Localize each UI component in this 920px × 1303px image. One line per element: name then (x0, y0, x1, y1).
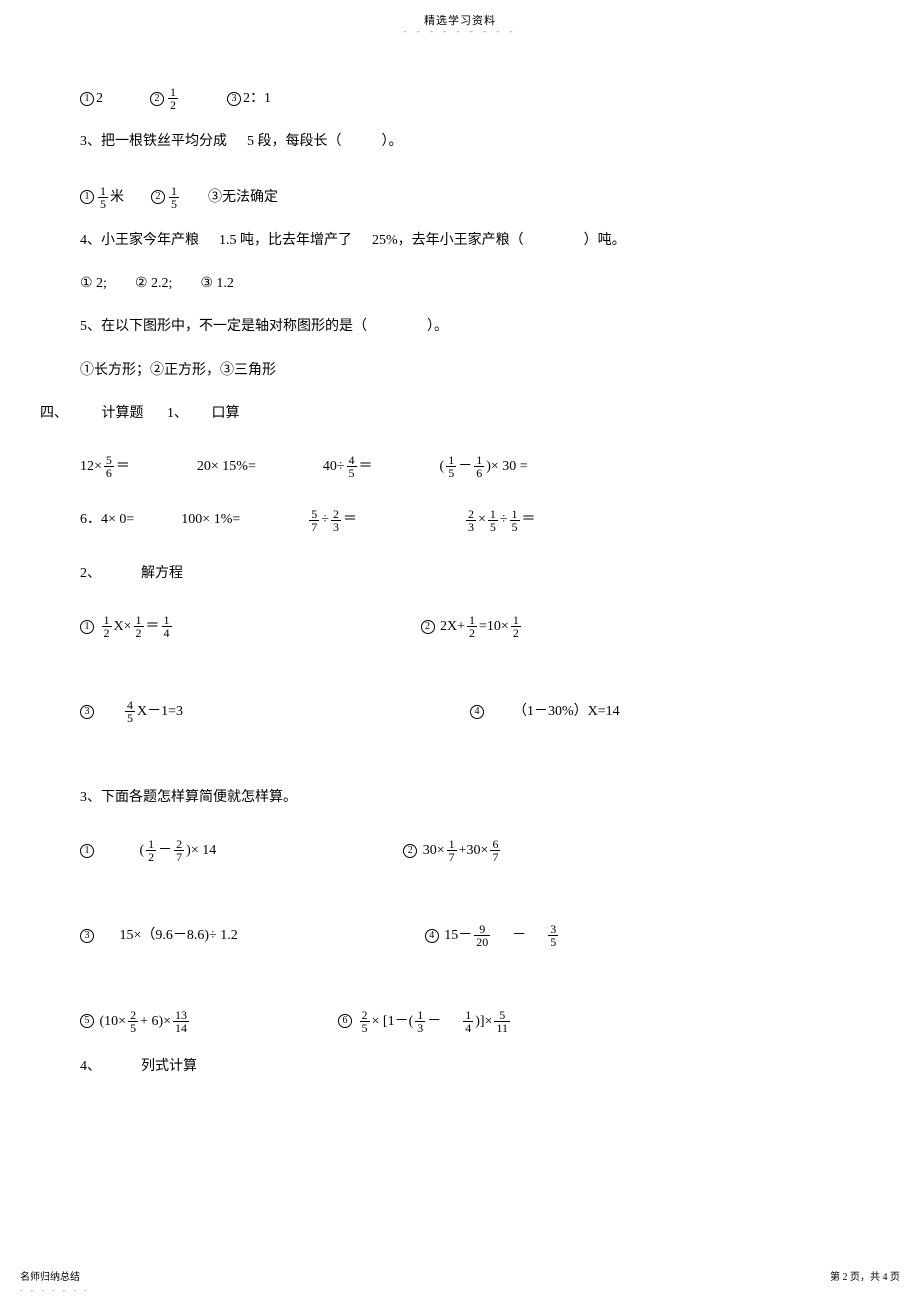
footer-right: 第 2 页，共 4 页 (830, 1268, 900, 1283)
header-dots: - - - - - - - - - (0, 26, 920, 36)
simp-row-2: 3 15×（9.6－8.6)÷ 1.2 4 15－920－35 (80, 923, 840, 948)
circle-3-icon: 3 (227, 92, 241, 106)
section-4-heading: 四、 计算题 1、 口算 (40, 401, 840, 426)
q2-options: 12 212 32：1 (80, 86, 840, 111)
circle-3-icon: 3 (80, 705, 94, 719)
simp-row-1: 1 (12－27)× 14 2 30×17+30×67 (80, 838, 840, 863)
circle-2-icon: 2 (421, 620, 435, 634)
sec4-4-heading: 4、列式计算 (80, 1054, 840, 1079)
q3-text: 3、把一根铁丝平均分成5 段，每段长（）。 (80, 129, 840, 154)
footer-dots: - - - - - - - (20, 1286, 90, 1295)
q3-options: 115米 215 ③无法确定 (80, 185, 840, 210)
footer-left: 名师归纳总结 (20, 1268, 80, 1283)
simp-row-3: 5 (10×25+ 6)×1314 6 25× [1－(13－14)]×511 (80, 1009, 840, 1034)
q5-options: ①长方形；②正方形，③三角形 (80, 358, 840, 383)
circle-6-icon: 6 (338, 1014, 352, 1028)
eq-row-2: 3 45X－1=3 4 （1－30%）X=14 (80, 699, 840, 724)
circle-4-icon: 4 (425, 929, 439, 943)
circle-2-icon: 2 (403, 844, 417, 858)
circle-2-icon: 2 (150, 92, 164, 106)
simplify-heading: 3、下面各题怎样算简便就怎样算。 (80, 785, 840, 810)
circle-1-icon: 1 (80, 844, 94, 858)
circle-2-icon: 2 (151, 190, 165, 204)
calc-row-2: 6．4× 0= 100× 1%= 57÷23＝ 23×15÷15＝ (80, 507, 840, 532)
q2-opt1: 2 (96, 91, 103, 106)
q3-opt3: ③无法确定 (208, 190, 278, 205)
calc-row-1: 12×56＝ 20× 15%= 40÷45＝ (15－16)× 30 = (80, 454, 840, 479)
circle-5-icon: 5 (80, 1014, 94, 1028)
page-header: 精选学习资料 (0, 0, 920, 28)
q5-text: 5、在以下图形中，不一定是轴对称图形的是（）。 (80, 314, 840, 339)
q2-opt3: 2：1 (243, 91, 271, 106)
content-area: 12 212 32：1 3、把一根铁丝平均分成5 段，每段长（）。 115米 2… (0, 36, 920, 1079)
circle-4-icon: 4 (470, 705, 484, 719)
solve-heading: 2、解方程 (80, 561, 840, 586)
circle-1-icon: 1 (80, 190, 94, 204)
circle-1-icon: 1 (80, 92, 94, 106)
circle-1-icon: 1 (80, 620, 94, 634)
q4-text: 4、小王家今年产粮1.5 吨，比去年增产了25%，去年小王家产粮（）吨。 (80, 228, 840, 253)
circle-3-icon: 3 (80, 929, 94, 943)
q2-opt2-frac: 12 (168, 86, 178, 111)
eq-row-1: 1 12X×12＝14 2 2X+12=10×12 (80, 614, 840, 639)
q4-options: ① 2; ② 2.2; ③ 1.2 (80, 271, 840, 296)
